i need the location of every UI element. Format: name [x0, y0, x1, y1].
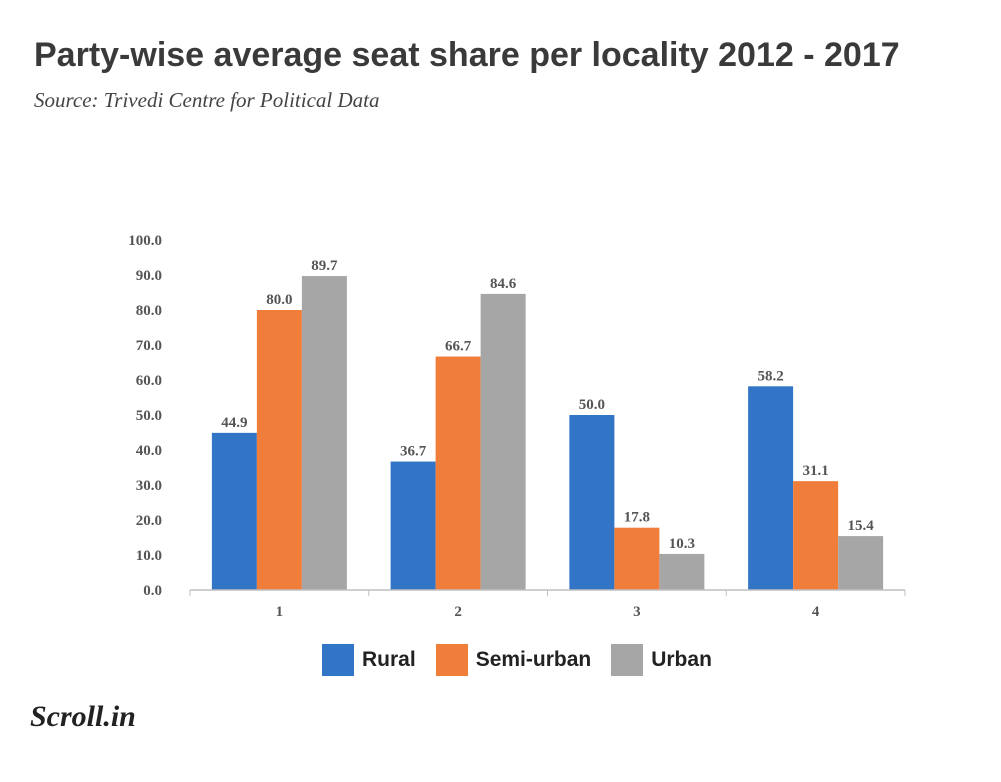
y-tick-label: 100.0 — [128, 233, 162, 249]
data-label: 50.0 — [579, 397, 605, 413]
data-label: 36.7 — [400, 444, 427, 460]
legend-item-urban: Urban — [611, 644, 712, 676]
legend-item-semi-urban: Semi-urban — [435, 644, 592, 676]
bar-semi-urban-2 — [435, 356, 481, 590]
data-label: 17.8 — [624, 510, 650, 526]
data-label: 80.0 — [266, 292, 292, 308]
data-label: 58.2 — [758, 368, 784, 384]
legend-label-semi-urban: Semi-urban — [475, 648, 592, 671]
chart-subtitle: Source: Trivedi Centre for Political Dat… — [34, 88, 380, 112]
scroll-logo: Scroll.in — [30, 700, 136, 733]
legend-swatch-semi-urban — [435, 644, 468, 676]
bars: 44.9 80.0 89.7 36.7 66.7 84.6 50.0 17.8 10.3 58.2… — [211, 258, 884, 590]
bar-urban-4 — [838, 536, 884, 590]
legend-label-rural: Rural — [362, 648, 416, 671]
data-label: 31.1 — [803, 463, 829, 479]
data-label: 89.7 — [311, 258, 338, 274]
bar-rural-4 — [748, 386, 794, 590]
y-axis: 0.0 10.0 20.0 30.0 40.0 50.0 60.0 70.0 80.0 90.0 1… — [128, 233, 162, 599]
data-label: 15.4 — [848, 518, 875, 534]
y-tick-label: 50.0 — [136, 408, 162, 424]
legend: Rural Semi-urban Urban — [322, 644, 732, 676]
y-tick-label: 80.0 — [136, 303, 162, 319]
bar-rural-2 — [390, 461, 436, 590]
x-tick-label: 2 — [454, 604, 462, 620]
y-tick-label: 90.0 — [136, 268, 162, 284]
data-label: 84.6 — [490, 276, 517, 292]
legend-swatch-urban — [611, 644, 644, 676]
x-tick-label: 4 — [812, 604, 820, 620]
y-tick-label: 60.0 — [136, 373, 162, 389]
data-label: 10.3 — [669, 536, 695, 552]
data-label: 66.7 — [445, 339, 472, 355]
y-tick-label: 30.0 — [136, 478, 162, 494]
x-axis: 1 2 3 4 — [189, 589, 906, 620]
bar-urban-2 — [480, 293, 526, 590]
bar-urban-3 — [659, 553, 705, 590]
y-tick-label: 10.0 — [136, 548, 162, 564]
bar-semi-urban-4 — [793, 481, 839, 590]
y-tick-label: 20.0 — [136, 513, 162, 529]
legend-label-urban: Urban — [651, 648, 712, 671]
bar-rural-1 — [211, 432, 257, 590]
bar-urban-1 — [301, 276, 347, 590]
x-tick-label: 1 — [276, 604, 284, 620]
x-tick-label: 3 — [633, 604, 641, 620]
bar-semi-urban-3 — [614, 527, 660, 590]
legend-item-rural: Rural — [322, 644, 416, 676]
y-tick-label: 0.0 — [143, 583, 162, 599]
bar-semi-urban-1 — [256, 310, 302, 590]
y-tick-label: 70.0 — [136, 338, 162, 354]
legend-swatch-rural — [322, 644, 354, 676]
bar-rural-3 — [569, 415, 615, 590]
chart-title: Party-wise average seat share per locali… — [34, 36, 900, 74]
y-tick-label: 40.0 — [136, 443, 162, 459]
bar-chart: 0.0 10.0 20.0 30.0 40.0 50.0 60.0 70.0 80.0 90.0 1… — [128, 233, 906, 620]
data-label: 44.9 — [221, 415, 247, 431]
